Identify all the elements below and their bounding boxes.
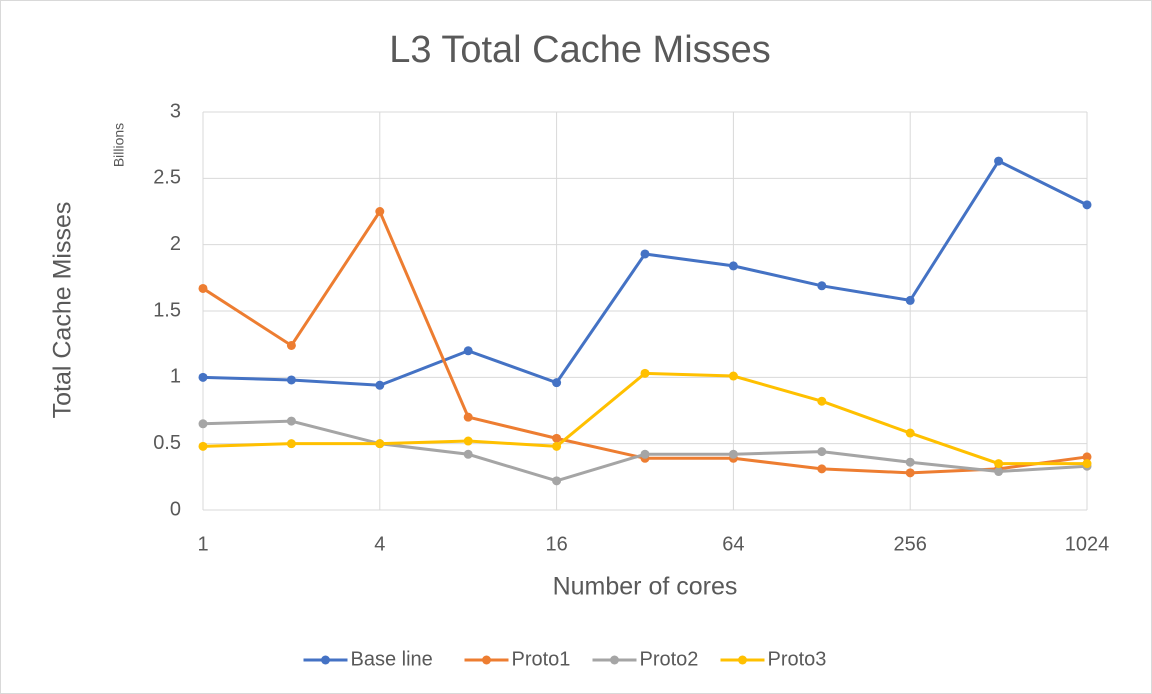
data-point	[463, 449, 473, 459]
data-point	[552, 378, 562, 388]
data-point	[640, 368, 650, 378]
data-point	[640, 249, 650, 259]
x-tick-label: 64	[722, 533, 744, 555]
data-point	[728, 371, 738, 381]
data-point	[817, 396, 827, 406]
y-unit-label: Billions	[111, 123, 127, 167]
data-point	[286, 375, 296, 385]
data-point	[375, 207, 385, 216]
data-point	[198, 441, 208, 451]
data-point	[994, 459, 1004, 469]
legend-label: Proto3	[768, 648, 827, 670]
x-tick-label: 16	[545, 533, 567, 555]
x-tick-label: 4	[374, 533, 385, 555]
legend-label: Proto2	[640, 648, 699, 670]
data-point	[286, 416, 296, 426]
data-point	[728, 449, 738, 459]
data-point	[286, 340, 296, 350]
data-point	[463, 412, 473, 422]
data-point	[905, 468, 915, 478]
legend-marker	[321, 655, 330, 665]
x-tick-label: 256	[894, 533, 927, 555]
data-point	[994, 467, 1004, 477]
data-point	[728, 261, 738, 271]
data-point	[994, 156, 1004, 166]
x-tick-label: 1024	[1065, 533, 1110, 555]
y-tick-label: 2.5	[153, 167, 181, 189]
x-tick-label: 1	[197, 533, 208, 555]
y-tick-label: 2	[170, 233, 181, 255]
legend-marker	[610, 655, 619, 665]
y-tick-label: 0.5	[153, 432, 181, 454]
data-point	[905, 295, 915, 305]
y-tick-label: 1	[170, 366, 181, 388]
data-point	[1082, 459, 1092, 469]
data-point	[552, 476, 562, 486]
data-point	[198, 372, 208, 382]
data-point	[817, 447, 827, 457]
data-point	[375, 439, 385, 449]
data-point	[552, 433, 562, 443]
chart-title: L3 Total Cache Misses	[389, 29, 771, 71]
data-point	[1082, 452, 1092, 462]
data-point	[463, 346, 473, 356]
legend-label: Proto1	[512, 648, 571, 670]
legend-marker	[482, 655, 491, 665]
data-point	[817, 281, 827, 291]
data-point	[286, 439, 296, 449]
y-tick-label: 0	[170, 498, 181, 520]
data-point	[552, 441, 562, 451]
data-point	[463, 436, 473, 446]
data-point	[375, 380, 385, 390]
data-point	[198, 283, 208, 293]
data-point	[905, 457, 915, 467]
x-axis-label: Number of cores	[553, 573, 738, 601]
legend-marker	[738, 655, 747, 665]
y-axis-label: Total Cache Misses	[49, 202, 77, 419]
data-point	[640, 449, 650, 459]
y-tick-label: 3	[170, 100, 181, 122]
data-point	[817, 464, 827, 474]
y-tick-label: 1.5	[153, 299, 181, 321]
data-point	[905, 428, 915, 438]
legend-label: Base line	[351, 648, 433, 670]
data-point	[198, 419, 208, 429]
data-point	[1082, 200, 1092, 210]
